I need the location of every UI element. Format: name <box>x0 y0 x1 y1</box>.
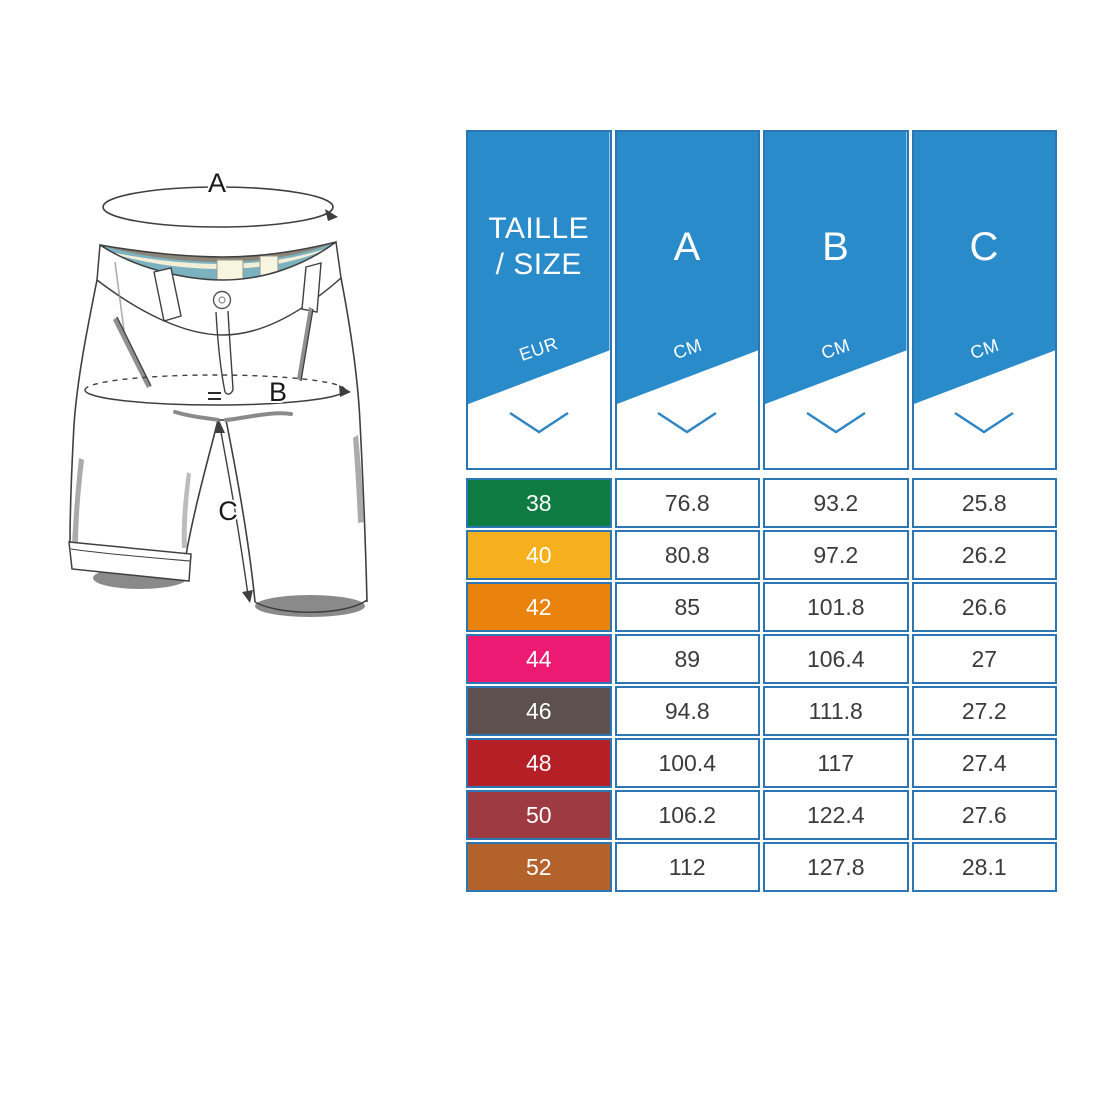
header-blue-panel: B CM <box>765 132 907 405</box>
size-badge-38: 38 <box>466 478 612 528</box>
pocket-left <box>113 317 151 388</box>
value-cell-48-c: 27.4 <box>911 738 1057 788</box>
pocket-right <box>297 307 313 381</box>
right-hem <box>254 599 368 613</box>
button <box>212 290 232 310</box>
size-badge-52: 52 <box>466 842 612 892</box>
header-blue-panel: A CM <box>616 132 758 405</box>
column-title-b: B <box>822 225 850 269</box>
right-hem-shadow <box>255 595 365 617</box>
column-title-a: A <box>673 225 701 269</box>
size-badge-44: 44 <box>466 634 612 684</box>
header-blue-panel: TAILLE / SIZE EUR <box>468 132 610 405</box>
value-cell-46-a: 94.8 <box>614 686 760 736</box>
size-badge-46: 46 <box>466 686 612 736</box>
column-header-c: C CM <box>911 130 1057 470</box>
value-cell-40-b: 97.2 <box>763 530 909 580</box>
value-cell-38-a: 76.8 <box>614 478 760 528</box>
header-blue-panel: C CM <box>913 132 1055 405</box>
hip-measure-ellipse <box>84 374 351 406</box>
column-header-b: B CM <box>763 130 909 470</box>
value-cell-38-b: 93.2 <box>763 478 909 528</box>
value-cell-46-b: 111.8 <box>763 686 909 736</box>
value-cell-38-c: 25.8 <box>911 478 1057 528</box>
belt-loop-left <box>153 267 182 322</box>
value-cell-52-a: 112 <box>614 842 760 892</box>
size-badge-48: 48 <box>466 738 612 788</box>
value-cell-48-a: 100.4 <box>614 738 760 788</box>
chevron-down-icon[interactable] <box>507 411 571 435</box>
value-cell-50-a: 106.2 <box>614 790 760 840</box>
left-side-seam <box>69 279 98 546</box>
size-badge-50: 50 <box>466 790 612 840</box>
value-cell-52-b: 127.8 <box>763 842 909 892</box>
left-cuff <box>68 541 192 582</box>
value-cell-42-b: 101.8 <box>763 582 909 632</box>
fly-seam <box>215 311 226 393</box>
drawstring <box>173 410 220 422</box>
right-inseam <box>225 419 256 603</box>
value-cell-50-b: 122.4 <box>763 790 909 840</box>
shorts-measurement-diagram: A B C <box>68 166 368 617</box>
length-measure-line <box>214 420 253 603</box>
measure-label-c: C <box>218 496 238 526</box>
chevron-down-icon[interactable] <box>804 411 868 435</box>
column-title-size: TAILLE / SIZE <box>488 212 590 281</box>
column-header-a: A CM <box>614 130 760 470</box>
fly-tack-marks <box>208 392 221 400</box>
value-cell-48-b: 117 <box>763 738 909 788</box>
size-chart-table: TAILLE / SIZE EUR A CM B CM C CM 38 76.8 93.2 25.8 40… <box>466 130 1057 892</box>
value-cell-46-c: 27.2 <box>911 686 1057 736</box>
value-cell-52-c: 28.1 <box>911 842 1057 892</box>
waist-measure-ellipse <box>102 186 338 228</box>
chevron-down-icon[interactable] <box>952 411 1016 435</box>
value-cell-40-c: 26.2 <box>911 530 1057 580</box>
arrowhead-c-top <box>214 420 225 433</box>
arrowhead-a <box>325 209 338 221</box>
chevron-down-icon[interactable] <box>655 411 719 435</box>
column-header-size: TAILLE / SIZE EUR <box>466 130 612 470</box>
size-badge-42: 42 <box>466 582 612 632</box>
value-cell-42-a: 85 <box>614 582 760 632</box>
value-cell-40-a: 80.8 <box>614 530 760 580</box>
value-cell-50-c: 27.6 <box>911 790 1057 840</box>
belt-loop-right <box>301 262 322 313</box>
value-cell-42-c: 26.6 <box>911 582 1057 632</box>
column-title-c: C <box>969 225 999 269</box>
value-cell-44-a: 89 <box>614 634 760 684</box>
arrowhead-b <box>339 385 351 397</box>
right-side-seam <box>340 277 368 603</box>
value-cell-44-c: 27 <box>911 634 1057 684</box>
left-inseam <box>185 419 219 556</box>
size-badge-40: 40 <box>466 530 612 580</box>
value-cell-44-b: 106.4 <box>763 634 909 684</box>
arrowhead-c-bottom <box>242 590 253 603</box>
measure-label-b: B <box>269 377 287 407</box>
measure-label-a: A <box>208 168 226 198</box>
